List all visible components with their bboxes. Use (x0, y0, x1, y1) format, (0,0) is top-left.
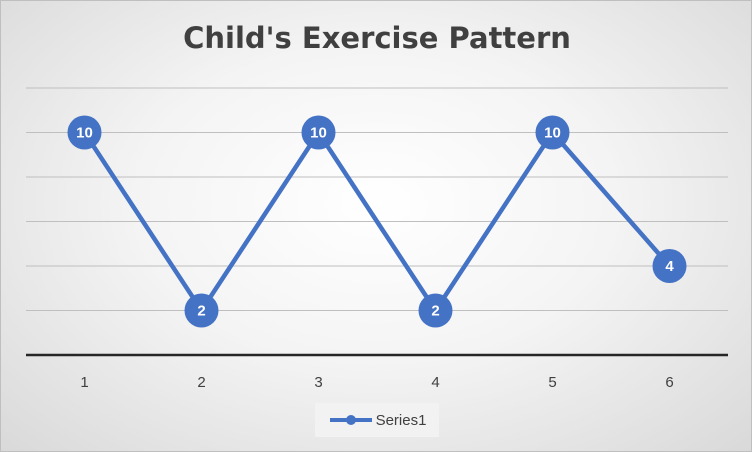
data-label: 10 (544, 125, 561, 142)
data-point (535, 115, 570, 150)
data-point (652, 249, 687, 283)
legend-entry-label: Series1 (375, 411, 427, 429)
data-label: 10 (76, 125, 93, 142)
x-tick-labels: 1 2 3 4 5 6 (80, 374, 673, 391)
series-line (82, 130, 672, 313)
data-point (184, 293, 219, 328)
x-tick-label: 2 (197, 374, 205, 391)
data-point (301, 115, 336, 150)
legend-marker-icon (329, 415, 372, 425)
x-tick-label: 1 (80, 374, 88, 391)
x-tick-label: 4 (431, 374, 439, 391)
data-label: 10 (310, 125, 327, 142)
series-group: 10 2 10 2 10 4 (67, 115, 687, 328)
data-point (418, 293, 453, 328)
data-label: 2 (431, 303, 439, 320)
x-tick-label: 5 (548, 374, 556, 391)
x-tick-label: 6 (665, 374, 673, 391)
data-point (67, 115, 102, 150)
data-label: 4 (665, 258, 674, 275)
gridlines (26, 87, 728, 311)
data-label: 2 (197, 303, 205, 320)
chart-title: Child's Exercise Pattern (183, 21, 571, 55)
legend: Series1 (315, 403, 439, 437)
x-tick-label: 3 (314, 374, 322, 391)
